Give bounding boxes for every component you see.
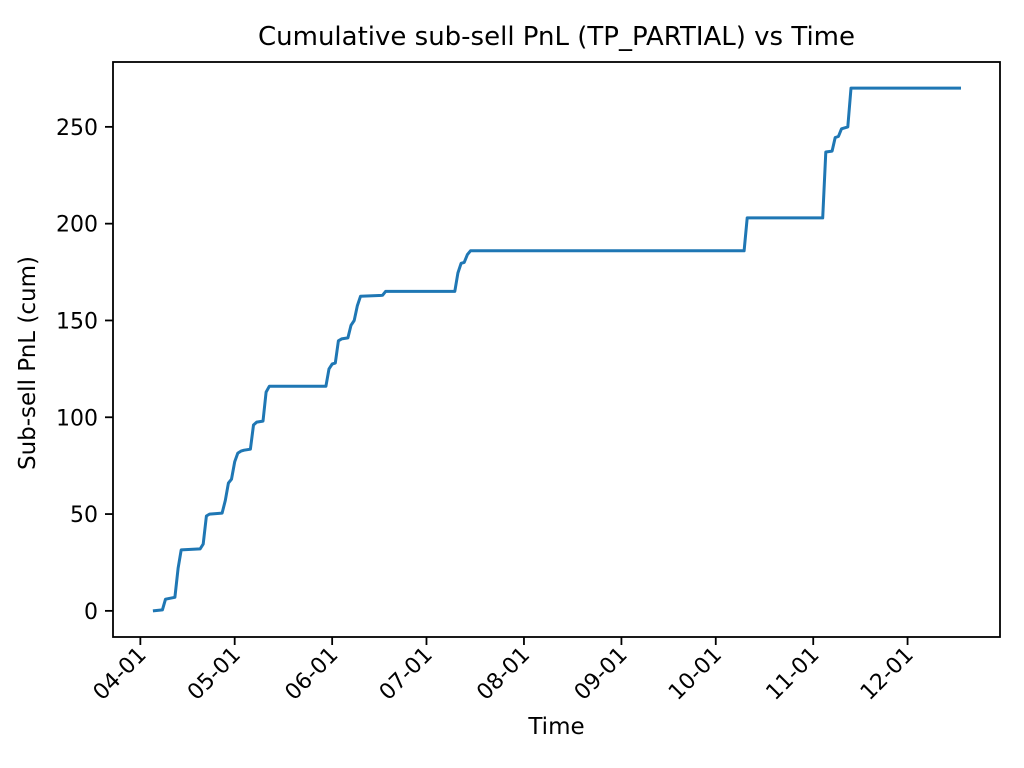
- y-tick-label: 200: [56, 213, 98, 238]
- x-tick-label: 06-01: [281, 643, 344, 706]
- cumulative-sub-sell-pnl-line: [152, 86, 961, 613]
- y-tick-label: 0: [84, 600, 98, 625]
- x-tick-label: 12-01: [856, 643, 919, 706]
- chart-title: Cumulative sub-sell PnL (TP_PARTIAL) vs …: [257, 22, 855, 52]
- x-tick-label: 04-01: [89, 643, 152, 706]
- x-tick-label: 10-01: [664, 643, 727, 706]
- x-axis-label: Time: [528, 714, 585, 740]
- y-tick-label: 100: [56, 406, 98, 431]
- x-tick-label: 05-01: [183, 643, 246, 706]
- y-axis-label: Sub-sell PnL (cum): [15, 255, 41, 471]
- y-tick-label: 50: [70, 503, 98, 528]
- x-tick-label: 11-01: [762, 643, 825, 706]
- y-tick-label: 150: [56, 309, 98, 334]
- x-tick-label: 09-01: [570, 643, 633, 706]
- data-line-layer: [152, 86, 961, 613]
- y-tick-label: 250: [56, 116, 98, 141]
- axis-ticks: 04-01 05-01 06-01 07-01 08-01 09-01 10-01 11-01…: [56, 116, 919, 706]
- x-tick-label: 07-01: [375, 643, 438, 706]
- x-tick-label: 08-01: [472, 643, 535, 706]
- axes-spines: [112, 61, 1001, 638]
- plot-border: [112, 61, 1001, 638]
